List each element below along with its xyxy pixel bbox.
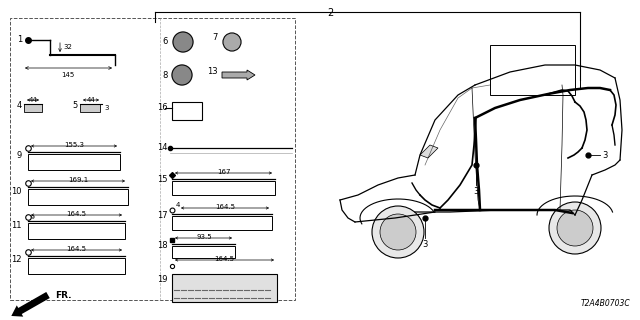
Text: 12: 12	[12, 255, 22, 265]
Text: 164.5: 164.5	[215, 204, 235, 210]
Bar	[490, 45, 575, 95]
Bar	[172, 246, 235, 258]
Text: 3: 3	[422, 240, 428, 249]
Text: 167: 167	[217, 169, 231, 175]
Text: 16: 16	[157, 103, 168, 113]
Bar	[80, 104, 100, 112]
Text: 44: 44	[86, 97, 95, 103]
Text: 145: 145	[61, 72, 75, 78]
Circle shape	[173, 32, 193, 52]
Bar	[24, 104, 42, 112]
Text: 164.5: 164.5	[66, 211, 86, 217]
Text: 10: 10	[12, 187, 22, 196]
Text: 164.5: 164.5	[214, 256, 234, 262]
Text: 164.5: 164.5	[66, 246, 86, 252]
Bar	[172, 102, 202, 120]
Text: 17: 17	[157, 211, 168, 220]
Polygon shape	[420, 145, 438, 158]
Bar	[172, 274, 277, 302]
Text: 3: 3	[104, 105, 109, 111]
Bar	[172, 216, 272, 230]
Text: 19: 19	[157, 276, 168, 284]
Bar	[10, 18, 295, 300]
Text: 15: 15	[157, 175, 168, 185]
Text: 9: 9	[17, 151, 22, 161]
Circle shape	[380, 214, 416, 250]
Circle shape	[549, 202, 601, 254]
Text: T2A4B0703C: T2A4B0703C	[580, 299, 630, 308]
Text: 3: 3	[474, 187, 479, 196]
Bar	[28, 223, 125, 239]
Text: 6: 6	[163, 37, 168, 46]
Text: 11: 11	[12, 220, 22, 229]
Circle shape	[372, 206, 424, 258]
Bar	[28, 258, 125, 274]
Circle shape	[172, 65, 192, 85]
Text: 14: 14	[157, 143, 168, 153]
Circle shape	[557, 210, 593, 246]
Text: 44: 44	[29, 97, 37, 103]
Text: 93.5: 93.5	[196, 234, 212, 240]
Text: 155.3: 155.3	[64, 142, 84, 148]
Bar	[172, 181, 275, 195]
Text: FR.: FR.	[55, 292, 72, 300]
Text: 2: 2	[327, 8, 333, 18]
FancyArrow shape	[222, 70, 255, 80]
Text: 13: 13	[207, 68, 218, 76]
Bar	[28, 154, 120, 170]
Circle shape	[223, 33, 241, 51]
Text: 4: 4	[17, 100, 22, 109]
Text: 18: 18	[157, 241, 168, 250]
Text: 5: 5	[73, 100, 78, 109]
Text: 7: 7	[212, 34, 218, 43]
Text: 8: 8	[163, 70, 168, 79]
Text: 9: 9	[31, 215, 35, 220]
Text: 1: 1	[17, 36, 22, 44]
Text: 169.1: 169.1	[68, 177, 88, 183]
FancyArrow shape	[12, 292, 50, 317]
Bar	[28, 189, 128, 205]
Text: 4: 4	[176, 202, 180, 208]
Text: 32: 32	[63, 44, 72, 50]
Text: 3: 3	[602, 150, 607, 159]
